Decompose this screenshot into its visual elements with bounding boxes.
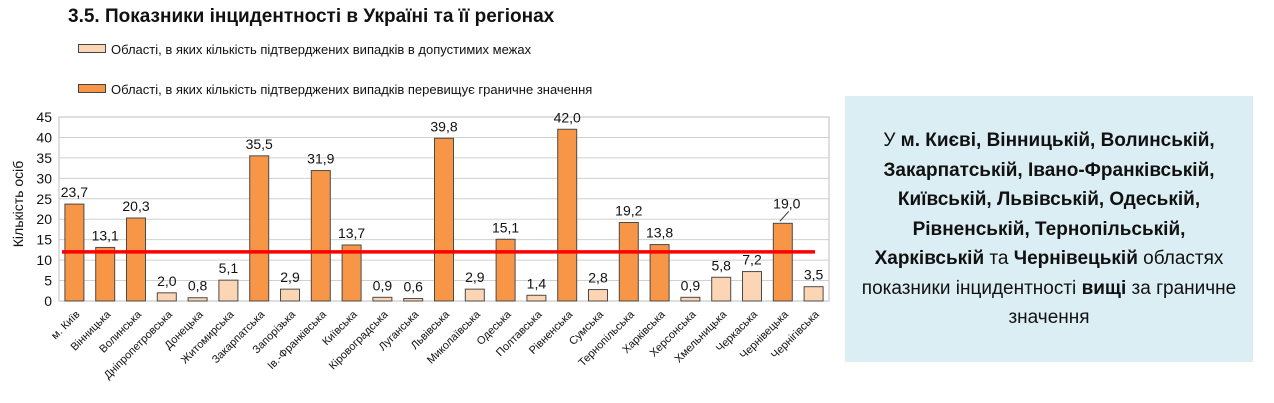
info-prefix: У xyxy=(883,130,901,151)
y-tick-label: 35 xyxy=(36,150,52,166)
bar xyxy=(341,244,362,302)
bar xyxy=(310,170,331,302)
legend-label-exceeds: Області, в яких кількість підтверджених … xyxy=(111,82,593,97)
y-tick-label: 15 xyxy=(36,232,52,248)
data-label: 15,1 xyxy=(492,219,519,235)
bar xyxy=(95,246,116,302)
legend-label-normal: Області, в яких кількість підтверджених … xyxy=(111,42,532,57)
y-tick-label: 20 xyxy=(36,211,52,227)
bar xyxy=(126,217,146,302)
x-tick-label: Миколаївська xyxy=(425,308,483,366)
bar xyxy=(526,294,547,302)
info-conj: та xyxy=(984,248,1014,269)
data-label: 7,2 xyxy=(742,252,762,268)
bar xyxy=(742,271,762,302)
data-label: 31,9 xyxy=(307,151,334,167)
data-label: 42,0 xyxy=(554,109,581,125)
data-label: 2,8 xyxy=(588,270,608,286)
data-label: 1,4 xyxy=(527,275,547,291)
info-regions: м. Києві, Вінницькій, Волинській, Закарп… xyxy=(874,130,1215,269)
bar xyxy=(218,279,239,302)
legend-swatch-normal xyxy=(78,44,106,53)
bar xyxy=(156,292,177,302)
data-label: 3,5 xyxy=(804,267,824,283)
data-label: 39,8 xyxy=(430,118,457,134)
data-label: 13,8 xyxy=(646,225,673,241)
data-label: 19,0 xyxy=(773,195,800,211)
y-axis-label: Кількість осіб xyxy=(10,161,26,247)
x-tick-label: Житомирська xyxy=(179,308,237,366)
legend-swatch-exceeds xyxy=(78,84,106,93)
data-label: 0,9 xyxy=(681,277,701,293)
data-label: 5,1 xyxy=(219,260,239,276)
info-mid: областях показники інцидентності xyxy=(861,248,1224,299)
bar xyxy=(803,286,824,302)
bar xyxy=(403,298,424,302)
y-tick-label: 30 xyxy=(36,170,52,186)
data-label: 23,7 xyxy=(61,184,88,200)
bar xyxy=(464,288,485,302)
info-box: У м. Києві, Вінницькій, Волинській, Зака… xyxy=(845,96,1253,362)
bar xyxy=(495,238,516,302)
bar xyxy=(711,276,732,302)
y-tick-label: 0 xyxy=(44,293,52,309)
bar xyxy=(588,289,608,302)
y-tick-label: 25 xyxy=(36,191,52,207)
bar xyxy=(649,244,670,302)
info-emph: вищі xyxy=(1081,277,1127,299)
data-label: 19,2 xyxy=(615,202,642,218)
data-label-leader xyxy=(779,210,790,222)
data-label: 13,1 xyxy=(92,227,119,243)
bar xyxy=(772,222,793,302)
bar xyxy=(187,297,208,302)
page-title: 3.5. Показники інцидентності в Україні т… xyxy=(68,6,555,27)
data-label: 0,8 xyxy=(188,278,208,294)
data-label: 2,0 xyxy=(157,273,177,289)
info-suffix: за граничне значення xyxy=(1008,277,1237,329)
data-label: 0,6 xyxy=(403,279,423,295)
data-label: 0,9 xyxy=(373,277,393,293)
y-tick-label: 45 xyxy=(36,109,52,125)
data-label: 2,9 xyxy=(465,269,485,285)
y-tick-label: 5 xyxy=(44,273,52,289)
data-label: 2,9 xyxy=(280,269,300,285)
data-label: 13,7 xyxy=(338,225,365,241)
bar xyxy=(280,288,300,302)
data-label: 35,5 xyxy=(246,136,273,152)
bar xyxy=(249,155,270,302)
bar xyxy=(372,296,393,302)
y-tick-label: 40 xyxy=(36,129,52,145)
info-region-last: Чернівецькій xyxy=(1013,248,1138,269)
bar xyxy=(618,221,639,302)
y-tick-label: 10 xyxy=(36,252,52,268)
data-label: 20,3 xyxy=(122,198,149,214)
bar xyxy=(434,137,454,302)
bar xyxy=(680,296,701,302)
data-label: 5,8 xyxy=(711,257,731,273)
bar xyxy=(557,128,578,302)
